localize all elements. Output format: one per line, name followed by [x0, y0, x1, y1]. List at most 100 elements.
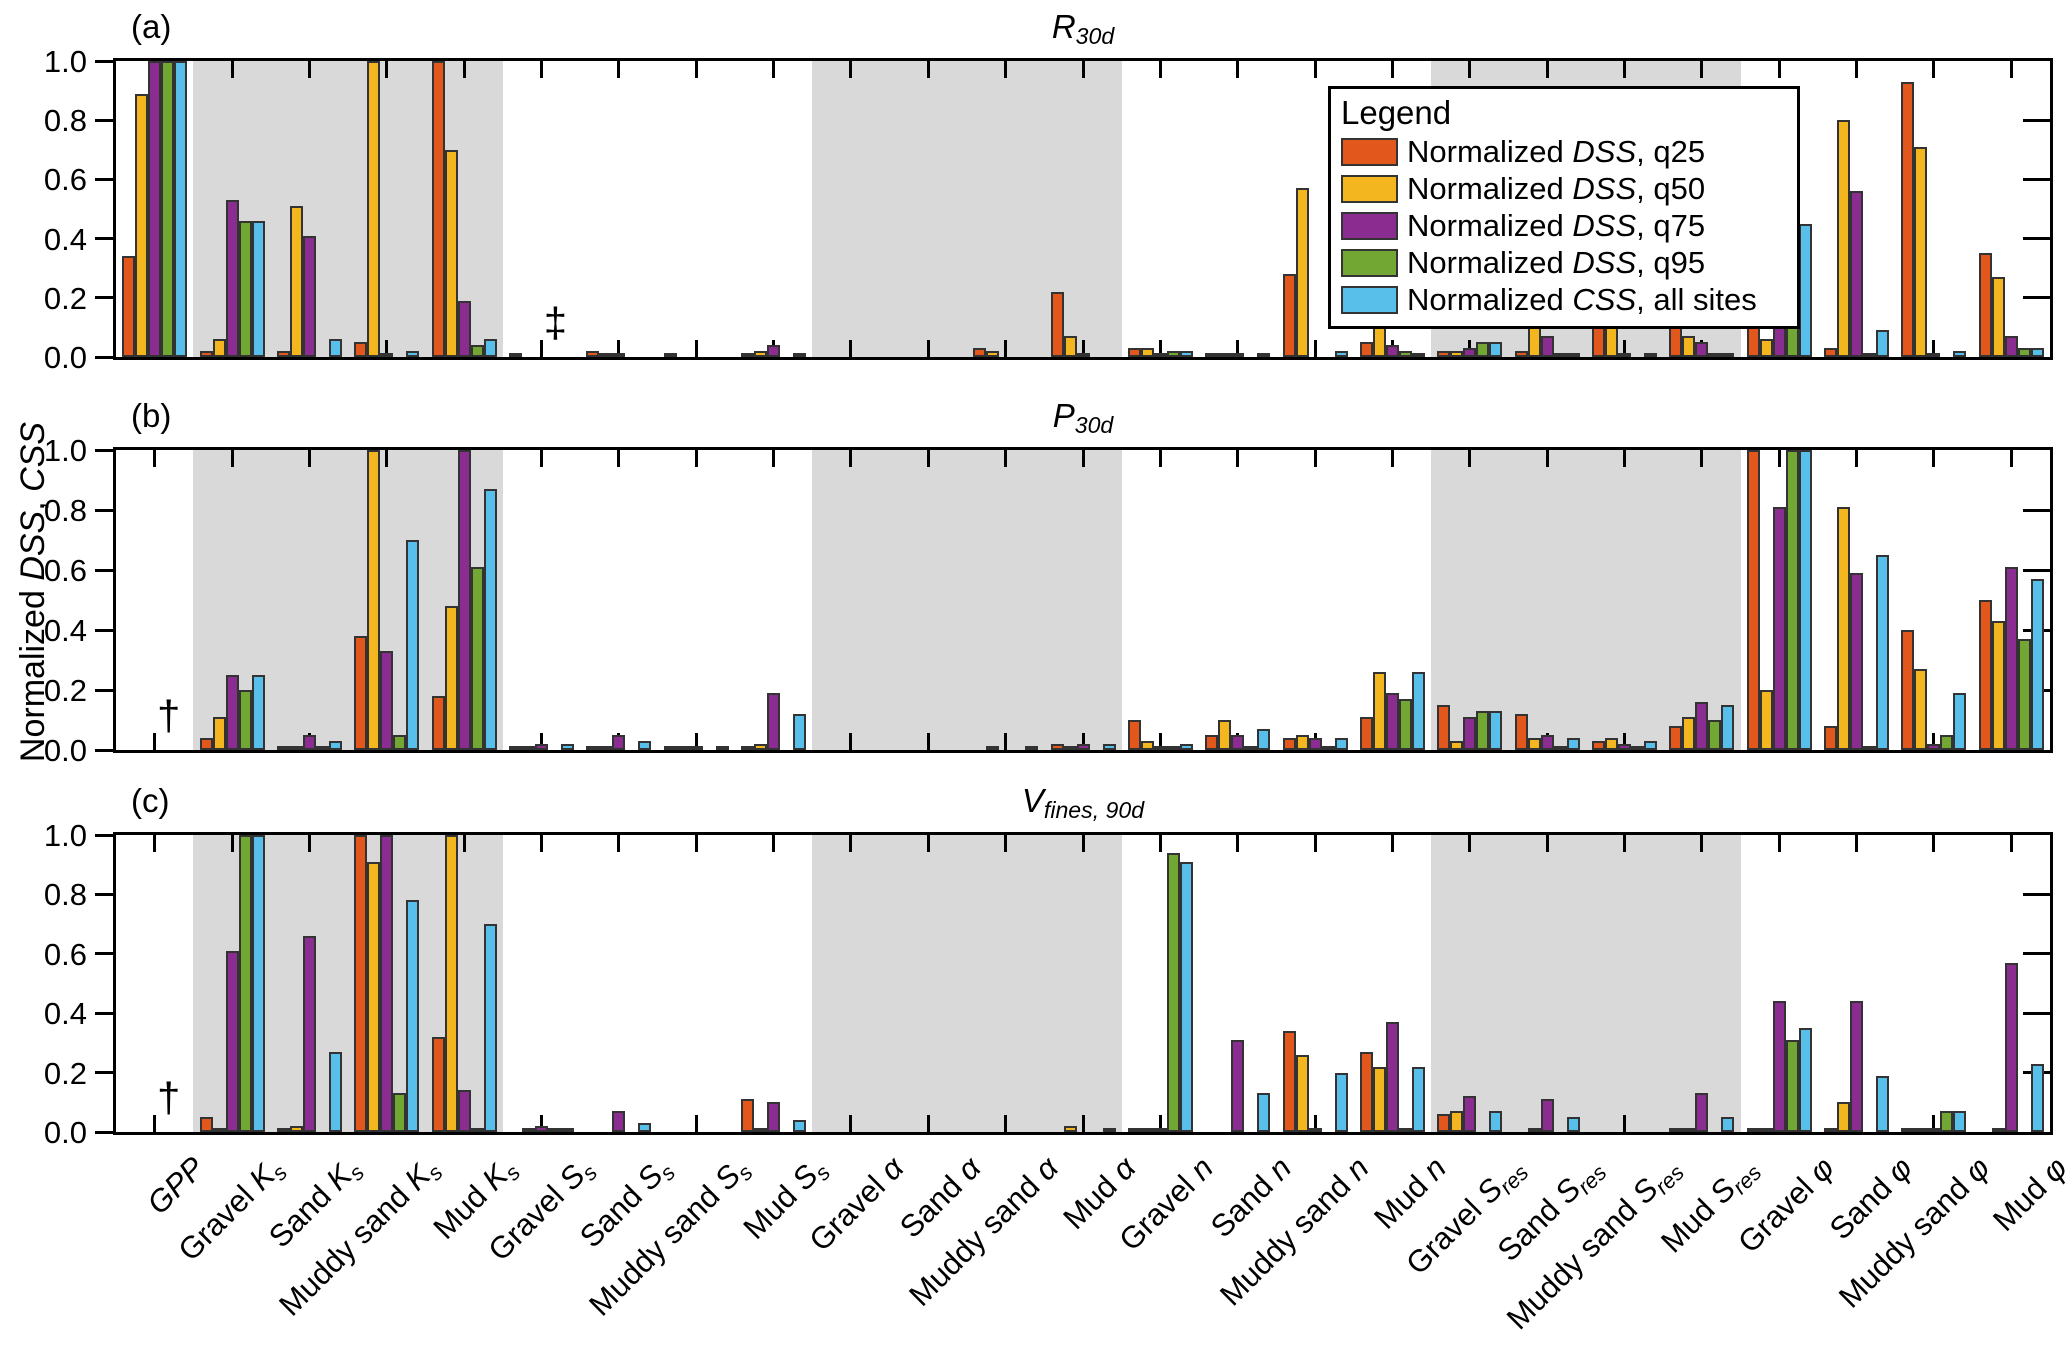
bar: [1140, 741, 1154, 750]
bar: [547, 1128, 561, 1132]
bar: [973, 348, 987, 357]
bar: [2017, 639, 2031, 750]
bar: [276, 351, 290, 357]
x-tick: [1081, 340, 1085, 357]
x-tick: [849, 340, 853, 357]
bar: [1257, 353, 1271, 357]
bar: [767, 1102, 781, 1132]
x-tick: [1313, 450, 1317, 467]
x-tick: [385, 61, 389, 78]
bar: [1463, 348, 1477, 357]
bar: [174, 61, 188, 357]
x-tick: [1545, 835, 1549, 852]
bar: [406, 351, 420, 357]
bar: [1489, 711, 1503, 750]
bar: [1166, 852, 1180, 1132]
bar: [238, 220, 252, 357]
x-tick: [926, 340, 930, 357]
bar: [1914, 669, 1928, 750]
bar: [1231, 1039, 1245, 1132]
x-tick: [1313, 61, 1317, 78]
bar: [1824, 1128, 1838, 1132]
bar: [457, 450, 471, 750]
x-tick: [1004, 61, 1008, 78]
legend-items: Normalized DSS, q25 Normalized DSS, q50 No…: [1341, 133, 1787, 318]
x-tick: [1623, 733, 1627, 750]
x-tick: [1390, 61, 1394, 78]
bar: [1153, 353, 1167, 357]
bar: [251, 675, 265, 750]
legend-title: Legend: [1341, 94, 1452, 131]
bar: [1798, 1028, 1812, 1132]
x-tick: [1313, 835, 1317, 852]
bar: [754, 744, 768, 750]
bar: [289, 746, 303, 750]
bar: [1076, 744, 1090, 750]
legend-item-label: Normalized DSS, q25: [1407, 133, 1706, 169]
x-tick: [2009, 835, 2013, 852]
bar: [1218, 720, 1232, 750]
x-tick: [1700, 450, 1704, 467]
y-tick: [2023, 118, 2050, 122]
bar: [1257, 1093, 1271, 1132]
x-tick: [1004, 340, 1008, 357]
x-tick: [772, 450, 776, 467]
bar: [1231, 735, 1245, 750]
bar: [1746, 450, 1760, 750]
panel-title: P30d: [1052, 397, 1114, 439]
bar: [1759, 1128, 1773, 1132]
bar: [431, 1036, 445, 1132]
bar: [1708, 353, 1722, 357]
bar: [1321, 746, 1335, 750]
x-tick: [926, 835, 930, 852]
bar: [599, 353, 613, 357]
bar: [1566, 1117, 1580, 1132]
bar: [1553, 353, 1567, 357]
bar: [354, 835, 368, 1132]
bar: [1850, 191, 1864, 357]
x-tick: [230, 450, 234, 467]
y-tick: [95, 1130, 113, 1134]
x-tick: [1777, 61, 1781, 78]
x-tick: [1545, 450, 1549, 467]
y-tick: [95, 59, 113, 63]
x-tick: [1004, 835, 1008, 852]
bar: [393, 1093, 407, 1132]
legend-item: Normalized CSS, all sites: [1341, 281, 1787, 318]
bar: [251, 220, 265, 357]
bar: [1721, 1117, 1735, 1132]
x-tick: [694, 450, 698, 467]
bar: [534, 744, 548, 750]
x-tick: [1623, 835, 1627, 852]
bar: [1940, 1111, 1954, 1132]
bar: [380, 353, 394, 357]
legend-swatch: [1341, 137, 1398, 166]
bar: [1837, 507, 1851, 750]
bar: [793, 714, 807, 750]
bar: [302, 235, 316, 357]
bar: [1901, 81, 1915, 357]
bar: [302, 935, 316, 1132]
y-tick: [2023, 952, 2050, 956]
bar: [1050, 744, 1064, 750]
x-tick: [849, 835, 853, 852]
x-tick: [153, 1115, 157, 1132]
bar: [2004, 962, 2018, 1132]
y-tick: [2023, 568, 2050, 572]
x-tick: [1081, 733, 1085, 750]
bar: [393, 735, 407, 750]
bar: [302, 735, 316, 750]
bar: [135, 93, 149, 357]
x-tick: [617, 340, 621, 357]
bar: [1308, 738, 1322, 750]
bar: [444, 606, 458, 750]
bar: [1140, 348, 1154, 357]
x-tick: [1700, 835, 1704, 852]
bar: [1618, 353, 1632, 357]
bar: [1644, 741, 1658, 750]
bar: [1437, 351, 1451, 357]
x-tick: [694, 733, 698, 750]
bar: [1398, 351, 1412, 357]
x-tick: [1390, 835, 1394, 852]
